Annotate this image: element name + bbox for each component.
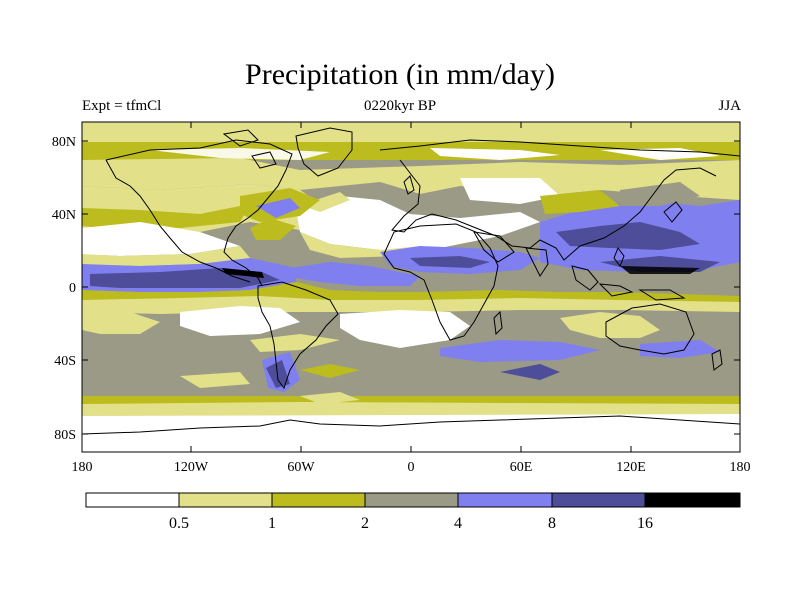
colorbar-box-7: [644, 492, 741, 508]
colorbar: 0.5 1 2 4 8 16: [85, 492, 741, 532]
lon-label-0: 0: [408, 460, 415, 475]
lon-label-60w: 60W: [287, 460, 315, 475]
period-label: 0220kyr BP: [363, 98, 437, 114]
colorbar-label-0-5: 0.5: [169, 515, 189, 532]
lon-label-120w: 120W: [174, 460, 209, 475]
colorbar-label-16: 16: [637, 515, 653, 532]
colorbar-box-1: [85, 492, 180, 508]
colorbar-box-2: [178, 492, 273, 508]
lat-label-80n: 80N: [52, 135, 76, 150]
colorbar-label-4: 4: [454, 515, 462, 532]
lat-label-40n: 40N: [52, 208, 76, 223]
colorbar-label-8: 8: [548, 515, 556, 532]
colorbar-box-6: [551, 492, 646, 508]
colorbar-box-5: [457, 492, 553, 508]
colorbar-box-3: [271, 492, 366, 508]
lat-label-40s: 40S: [54, 354, 76, 369]
map-title: Precipitation (in mm/day): [245, 58, 555, 91]
lat-ticks: [82, 140, 740, 435]
lon-label-120e: 120E: [616, 460, 646, 475]
precipitation-field: [82, 122, 740, 452]
lon-label-180w: 180: [72, 460, 93, 475]
lon-ticks: [190, 122, 632, 452]
lat-label-80s: 80S: [54, 428, 76, 443]
colorbar-label-2: 2: [361, 515, 369, 532]
season-label: JJA: [718, 98, 741, 114]
lat-label-0: 0: [69, 281, 76, 296]
coastlines: [82, 127, 740, 435]
colorbar-box-4: [364, 492, 459, 508]
lon-label-60e: 60E: [510, 460, 533, 475]
experiment-label: Expt = tfmCl: [82, 98, 162, 114]
lon-label-180e: 180: [730, 460, 751, 475]
colorbar-label-1: 1: [268, 515, 276, 532]
